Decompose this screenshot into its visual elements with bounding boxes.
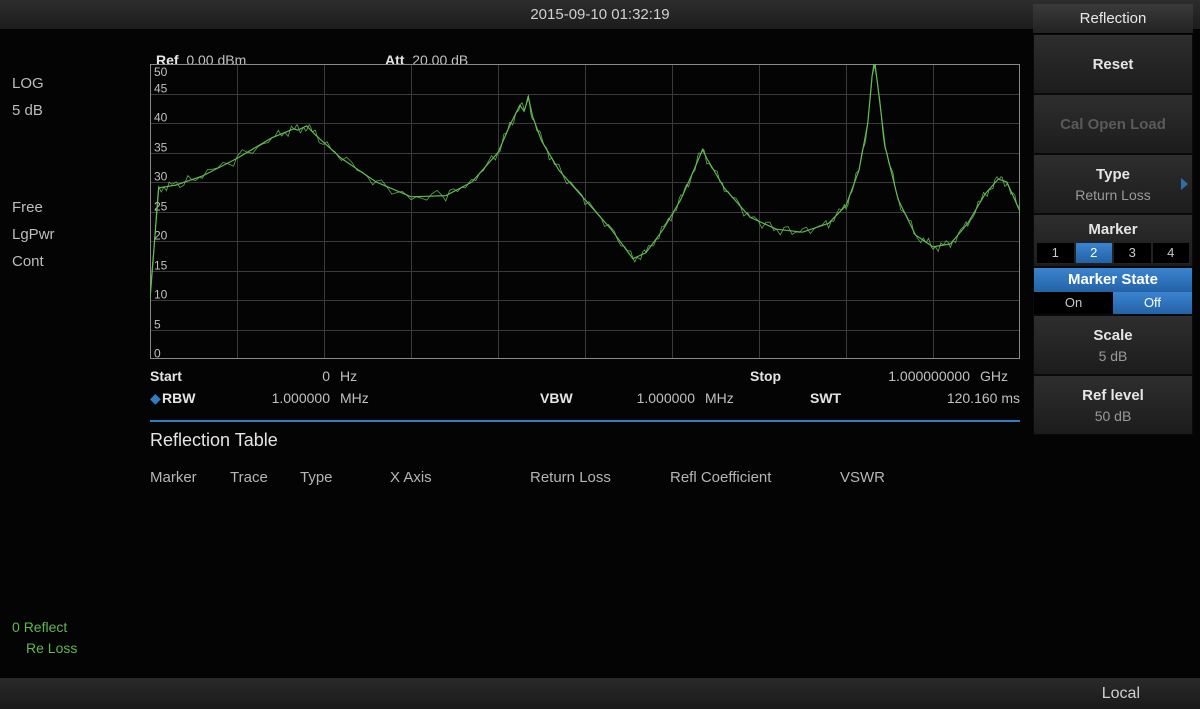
marker-tab-4[interactable]: 4 (1152, 242, 1191, 264)
stop-label: Stop (750, 368, 781, 384)
marker-tab-2[interactable]: 2 (1075, 242, 1114, 264)
table-col-trace: Trace (230, 469, 300, 486)
svg-text:25: 25 (154, 200, 168, 214)
bottom-bar: Local (0, 677, 1200, 709)
vbw-label: VBW (540, 390, 573, 406)
svg-text:30: 30 (154, 170, 168, 184)
side-menu: Reflection Reset Cal Open Load Type Retu… (1033, 4, 1193, 435)
vbw-value: 1.000000 (595, 387, 695, 409)
table-col-refl-coefficient: Refl Coefficient (670, 469, 840, 486)
left-status-block: 0 Reflect Re Loss (12, 617, 77, 659)
svg-text:45: 45 (154, 82, 168, 96)
svg-text:20: 20 (154, 229, 168, 243)
svg-text:0: 0 (154, 347, 161, 360)
rbw-diamond-icon: ◆ (150, 387, 162, 409)
timestamp: 2015-09-10 01:32:19 (530, 6, 669, 23)
svg-text:10: 10 (154, 288, 168, 302)
status-reloss: Re Loss (12, 638, 77, 659)
axis-info: Start 0 Hz Stop 1.000000000 GHz ◆ RBW 1.… (150, 365, 1020, 410)
status-reflect: 0 Reflect (12, 617, 77, 638)
scale-button[interactable]: Scale 5 dB (1033, 315, 1193, 375)
marker-state-toggle[interactable]: On Off (1034, 292, 1192, 314)
marker-state-off[interactable]: Off (1113, 292, 1192, 314)
label-cont: Cont (12, 248, 55, 275)
label-scale: 5 dB (12, 97, 55, 124)
marker-tab-1[interactable]: 1 (1036, 242, 1075, 264)
type-button[interactable]: Type Return Loss (1033, 154, 1193, 214)
swt-label: SWT (810, 390, 841, 406)
reflection-table: Reflection Table MarkerTraceTypeX AxisRe… (150, 420, 1020, 486)
menu-title: Reflection (1033, 4, 1193, 34)
start-unit: Hz (330, 365, 380, 387)
table-col-vswr: VSWR (840, 469, 930, 486)
marker-label: Marker (1034, 215, 1192, 242)
marker-section: Marker 1234 (1033, 214, 1193, 267)
marker-state-label: Marker State (1034, 268, 1192, 292)
ref-level-button[interactable]: Ref level 50 dB (1033, 375, 1193, 435)
local-label: Local (1102, 685, 1140, 702)
rbw-unit: MHz (330, 387, 390, 409)
start-value: 0 (220, 365, 330, 387)
svg-text:40: 40 (154, 111, 168, 125)
label-free: Free (12, 194, 55, 221)
stop-value: 1.000000000 (810, 365, 970, 387)
marker-tabs: 1234 (1036, 242, 1190, 264)
table-col-marker: Marker (150, 469, 230, 486)
top-bar: 2015-09-10 01:32:19 (0, 0, 1200, 30)
left-label-block: LOG 5 dB Free LgPwr Cont (12, 70, 55, 275)
rbw-value: 1.000000 (220, 387, 330, 409)
marker-state-section: Marker State On Off (1033, 267, 1193, 315)
svg-text:35: 35 (154, 141, 168, 155)
rbw-label: RBW (162, 390, 195, 406)
table-col-x-axis: X Axis (390, 469, 530, 486)
svg-text:5: 5 (154, 318, 161, 332)
reset-button[interactable]: Reset (1033, 34, 1193, 94)
plot-region: Ref 0.00 dBm Att 20.00 dB 05101520253035… (150, 64, 1020, 359)
table-title: Reflection Table (150, 420, 1020, 469)
marker-tab-3[interactable]: 3 (1113, 242, 1152, 264)
table-header-row: MarkerTraceTypeX AxisReturn LossRefl Coe… (150, 469, 1020, 486)
label-log: LOG (12, 70, 55, 97)
svg-text:50: 50 (154, 65, 168, 79)
svg-text:15: 15 (154, 259, 168, 273)
vbw-unit: MHz (695, 387, 745, 409)
stop-unit: GHz (970, 365, 1020, 387)
spectrum-chart: 0 5 10 15 20 25 30 35 40 45 50 (150, 64, 1020, 359)
swt-value: 120.160 ms (870, 387, 1020, 409)
start-label: Start (150, 368, 182, 384)
table-col-return-loss: Return Loss (530, 469, 670, 486)
label-lgpwr: LgPwr (12, 221, 55, 248)
cal-open-load-button[interactable]: Cal Open Load (1033, 94, 1193, 154)
chevron-right-icon (1181, 178, 1188, 190)
table-col-type: Type (300, 469, 390, 486)
marker-state-on[interactable]: On (1034, 292, 1113, 314)
